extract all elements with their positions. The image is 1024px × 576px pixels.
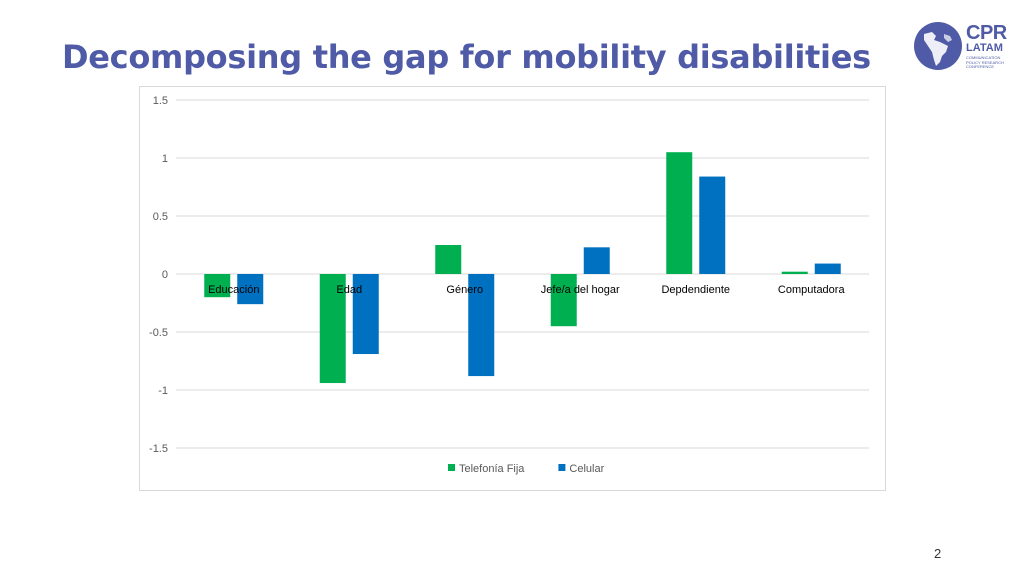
y-tick-label: 0.5 — [153, 211, 168, 223]
bar-celular — [583, 247, 610, 274]
y-tick-label: 1 — [162, 153, 168, 165]
y-tick-label: -1 — [158, 385, 168, 397]
bar-telefonia-fija — [781, 271, 808, 274]
legend-swatch — [448, 464, 455, 471]
bar-telefonia-fija — [204, 274, 231, 298]
y-tick-label: 1.5 — [153, 95, 168, 107]
bar-celular — [814, 263, 841, 274]
bar-celular — [468, 274, 495, 377]
x-category-label: Computadora — [778, 284, 846, 296]
logo-wordmark: CPR LATAM COMMUNICATION POLICY RESEARCH … — [966, 23, 1014, 70]
bar-telefonia-fija — [319, 274, 346, 384]
page-number: 2 — [934, 546, 942, 561]
logo-line-1: CPR — [966, 22, 1007, 44]
chart-canvas: 1.5 1 0.5 0 -0.5 -1 -1.5 Educación Edad Género Jef… — [149, 95, 869, 475]
bar-chart: 1.5 1 0.5 0 -0.5 -1 -1.5 Educación Edad Género Jef… — [139, 86, 886, 491]
bar-celular — [237, 274, 264, 305]
legend-swatch — [558, 464, 566, 471]
legend-label: Celular — [569, 463, 604, 475]
x-category-label: Edad — [336, 284, 362, 296]
latin-america-map-icon — [914, 22, 962, 70]
bar-telefonia-fija — [666, 152, 693, 274]
x-category-label: Jefe/a del hogar — [541, 284, 620, 296]
x-category-label: Depdendiente — [661, 284, 730, 296]
x-category-label: Educación — [208, 284, 259, 296]
logo-line-2: LATAM — [966, 42, 1003, 54]
bar-telefonia-fija — [550, 274, 577, 327]
legend-label: Telefonía Fija — [459, 463, 525, 475]
slide-title: Decomposing the gap for mobility disabil… — [62, 38, 871, 76]
y-tick-label: 0 — [162, 269, 168, 281]
y-tick-label: -0.5 — [149, 327, 168, 339]
cpr-latam-logo: CPR LATAM COMMUNICATION POLICY RESEARCH … — [914, 22, 1014, 72]
x-category-label: Género — [446, 284, 483, 296]
logo-line-3: COMMUNICATION POLICY RESEARCH CONFERENCE — [966, 55, 1004, 70]
bar-celular — [699, 176, 726, 274]
y-tick-label: -1.5 — [149, 443, 168, 455]
bar-telefonia-fija — [435, 245, 462, 274]
bar-celular — [352, 274, 379, 355]
